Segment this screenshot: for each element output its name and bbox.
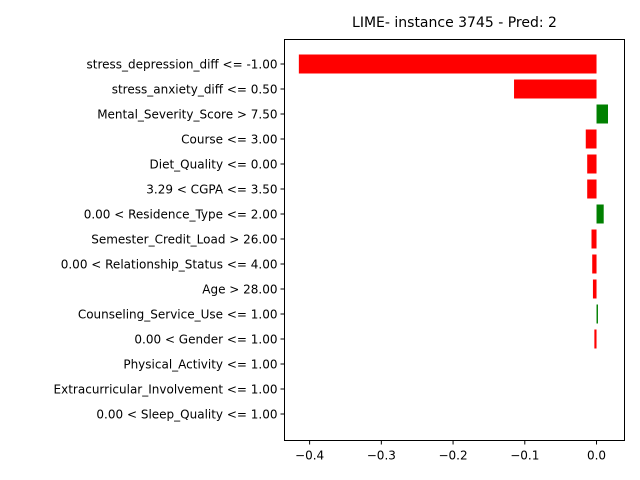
- y-tick-label: 0.00 < Residence_Type <= 2.00: [84, 208, 278, 222]
- x-tick-label: −0.2: [438, 449, 467, 463]
- x-axis-ticks: −0.4 −0.3 −0.2 −0.1 0.0: [295, 440, 606, 463]
- x-tick-label: −0.1: [510, 449, 539, 463]
- y-tick-label: 0.00 < Gender <= 1.00: [134, 333, 277, 347]
- bar: [596, 204, 604, 224]
- y-tick-label: Extracurricular_Involvement <= 1.00: [54, 383, 278, 397]
- bar: [596, 304, 598, 324]
- bar: [514, 79, 597, 99]
- y-tick-label: Counseling_Service_Use <= 1.00: [78, 308, 278, 322]
- y-tick-label: Course <= 3.00: [181, 133, 277, 147]
- bar: [587, 154, 597, 174]
- x-tick-label: 0.0: [587, 449, 606, 463]
- y-tick-label: Diet_Quality <= 0.00: [150, 158, 278, 172]
- y-tick-label: Physical_Activity <= 1.00: [123, 358, 277, 372]
- y-tick-label: Age > 28.00: [202, 283, 277, 297]
- bar: [587, 179, 597, 199]
- bar: [596, 104, 609, 124]
- axes-frame: [284, 39, 625, 441]
- y-tick-labels: stress_depression_diff <= -1.00 stress_an…: [54, 58, 285, 422]
- bar: [298, 54, 597, 74]
- bar: [585, 129, 597, 149]
- bar: [591, 229, 597, 249]
- bar: [594, 329, 597, 349]
- x-tick-label: −0.3: [367, 449, 396, 463]
- chart-title: LIME- instance 3745 - Pred: 2: [352, 15, 557, 31]
- x-tick-label: −0.4: [295, 449, 324, 463]
- bar: [592, 254, 597, 274]
- y-tick-label: Semester_Credit_Load > 26.00: [91, 233, 277, 247]
- bars-group: [298, 54, 609, 349]
- y-tick-label: Mental_Severity_Score > 7.50: [97, 108, 277, 122]
- y-tick-label: stress_anxiety_diff <= 0.50: [112, 83, 278, 97]
- bar: [592, 279, 597, 299]
- y-tick-label: 0.00 < Relationship_Status <= 4.00: [61, 258, 278, 272]
- y-tick-label: 3.29 < CGPA <= 3.50: [146, 183, 277, 197]
- y-tick-label: stress_depression_diff <= -1.00: [87, 58, 278, 72]
- y-tick-label: 0.00 < Sleep_Quality <= 1.00: [96, 408, 277, 422]
